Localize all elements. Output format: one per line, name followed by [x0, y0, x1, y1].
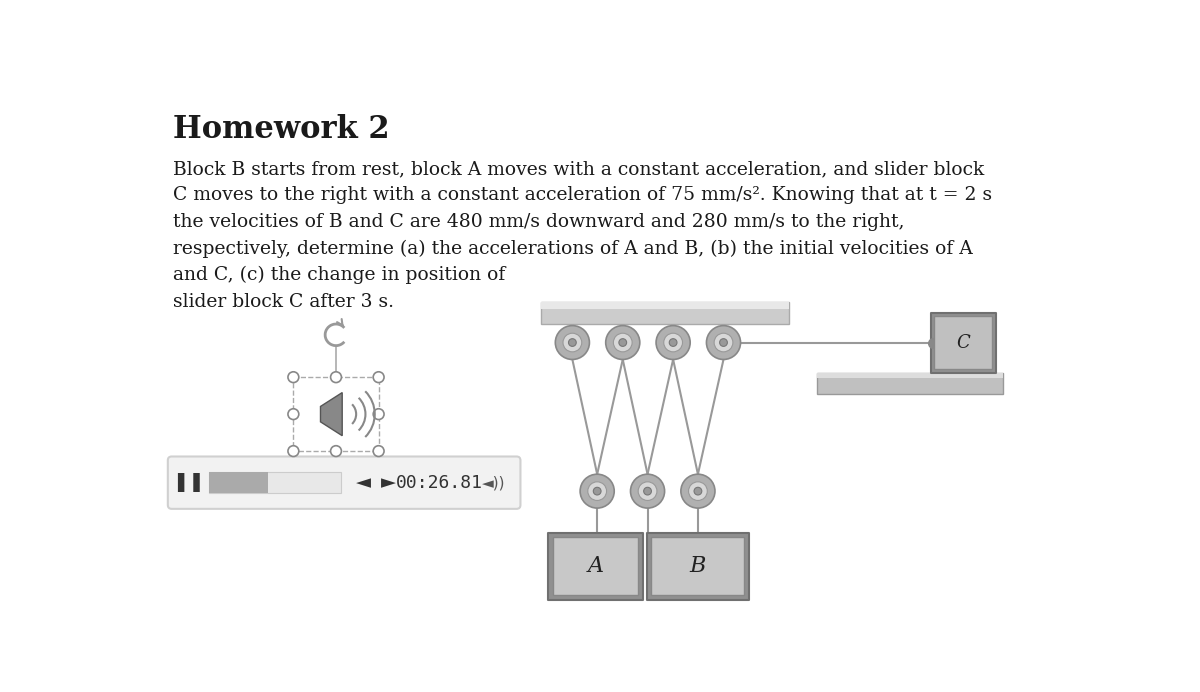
Bar [541, 302, 790, 324]
Circle shape [694, 487, 702, 495]
Bar [541, 302, 790, 309]
Text: ❚❚: ❚❚ [173, 473, 205, 492]
Circle shape [619, 338, 626, 347]
Circle shape [606, 326, 640, 359]
Circle shape [656, 326, 690, 359]
Bar [652, 538, 744, 595]
Text: ►: ► [382, 473, 396, 492]
Circle shape [288, 372, 299, 383]
Bar [553, 538, 638, 595]
Circle shape [373, 409, 384, 419]
Circle shape [288, 446, 299, 457]
Circle shape [689, 482, 707, 500]
Bar [209, 472, 341, 493]
Text: B: B [690, 555, 706, 577]
Bar [548, 533, 643, 600]
Bar [816, 372, 1002, 394]
Circle shape [638, 482, 656, 500]
Circle shape [288, 409, 299, 419]
Bar [647, 533, 749, 600]
Circle shape [556, 326, 589, 359]
Text: 00:26.81: 00:26.81 [396, 473, 482, 492]
Text: A: A [588, 555, 604, 577]
Circle shape [670, 338, 677, 347]
Text: C: C [956, 334, 971, 352]
Circle shape [563, 334, 582, 352]
Circle shape [613, 334, 632, 352]
Bar [209, 472, 268, 493]
Text: ◄)): ◄)) [481, 475, 505, 490]
Circle shape [707, 326, 740, 359]
Circle shape [714, 334, 733, 352]
Bar [931, 313, 996, 372]
Text: Block B starts from rest, block A moves with a constant acceleration, and slider: Block B starts from rest, block A moves … [173, 160, 992, 311]
Polygon shape [320, 392, 342, 436]
Circle shape [330, 446, 342, 457]
Circle shape [630, 474, 665, 508]
Circle shape [593, 487, 601, 495]
Circle shape [680, 474, 715, 508]
Circle shape [373, 372, 384, 383]
Circle shape [720, 338, 727, 347]
Circle shape [569, 338, 576, 347]
Bar [935, 316, 992, 370]
Bar [816, 372, 1002, 378]
Circle shape [373, 446, 384, 457]
Circle shape [588, 482, 606, 500]
Circle shape [580, 474, 614, 508]
Circle shape [643, 487, 652, 495]
Bar [293, 377, 379, 451]
Text: ◄: ◄ [356, 473, 372, 492]
Circle shape [664, 334, 683, 352]
Circle shape [330, 372, 342, 383]
Text: Homework 2: Homework 2 [173, 114, 390, 145]
FancyBboxPatch shape [168, 457, 521, 509]
